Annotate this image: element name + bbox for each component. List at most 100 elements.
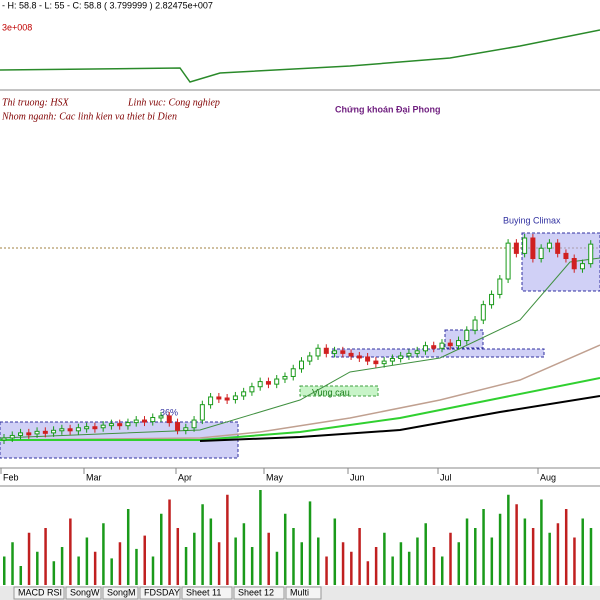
box [299,385,379,397]
tab[interactable] [139,586,181,600]
candle [9,434,15,439]
volume-bar [407,551,411,585]
volume-bar [151,556,155,585]
tab-label[interactable]: MACD RSI [18,587,62,597]
candle [257,381,263,388]
month-label: May [266,472,284,482]
candle [67,428,73,432]
volume-bar [11,542,14,585]
ma-line [0,257,600,439]
volume-bar [217,542,221,585]
tab[interactable] [65,586,102,600]
volume-bar [465,518,469,585]
tab-label[interactable]: FDSDAY [144,587,180,597]
volume-bar [548,532,551,585]
volume-bar [474,528,477,585]
title: Chứng khoán Đại Phong [335,104,441,114]
candle [150,416,156,423]
volume-bar [69,518,72,585]
candle [406,352,412,357]
month-label: Feb [3,472,19,482]
volume-bar [432,547,436,585]
volume-bar [449,532,452,585]
volume-bar [292,528,295,585]
candle [431,345,437,349]
volume-bar [317,537,320,585]
candle [373,360,379,365]
volume-bar [540,499,543,585]
tab[interactable] [181,586,233,600]
volume-bar [333,518,337,585]
volume-bar [515,504,518,585]
volume-bar [308,501,312,585]
candle [299,360,304,370]
volume-bar [374,547,378,585]
tab[interactable] [13,586,65,600]
volume-bar [440,556,444,585]
ma-line [0,377,600,441]
quote: - H: 58.8 - L: 55 - C: 58.8 ( 3.799999 )… [2,0,213,10]
volume-bar [52,561,56,585]
candle [290,368,296,377]
volume-bar [77,556,80,585]
volume-bar [507,494,510,585]
volume-bar [523,518,527,585]
volume-bar [160,513,163,585]
tab-label[interactable]: Sheet 11 [186,587,221,597]
volume-bar [416,537,419,585]
candle [133,419,139,424]
candle [489,293,495,306]
candle [389,358,395,362]
candle [141,419,147,423]
volume-bar [531,528,535,585]
box [444,329,484,349]
volume-bar [176,528,180,585]
ma-line [199,395,600,442]
volume-bar [143,535,146,585]
candle [447,342,453,347]
candle [125,422,131,427]
candle [34,430,40,435]
month-label: Jun [350,472,365,482]
tab-label[interactable]: SongM [107,587,136,597]
candle [439,342,445,349]
tab-label[interactable]: Sheet 12 [238,587,274,597]
volume-bar [424,523,427,585]
tab[interactable] [102,586,139,600]
candle [51,429,57,434]
candle [571,258,577,270]
volume-bar [209,518,213,585]
tab-label[interactable]: Multi [290,587,309,597]
candle [356,355,362,359]
volume-bar [126,509,130,585]
candle [282,375,288,380]
month-label: Apr [178,472,192,482]
candle [464,329,470,342]
tab-label[interactable]: SongW [70,587,100,597]
candle [274,378,280,385]
month-label: Mar [86,472,102,482]
sector: Linh vuc: Cong nghiep [127,97,220,108]
volume-bar [283,513,287,585]
candle [75,427,81,432]
volume-bar [242,523,246,585]
tab[interactable] [233,586,285,600]
candle [456,340,462,347]
volume-bar [581,518,584,585]
volume-bar [391,556,394,585]
volume-bar [564,509,568,585]
tab[interactable] [285,586,322,600]
candle [224,397,230,401]
candle [513,242,519,254]
candle [497,278,503,295]
volume-bar [366,561,370,585]
volume-bar [201,504,204,585]
volume-bar [267,532,270,585]
candle [216,396,222,400]
candle [265,381,271,385]
candle [199,404,205,421]
candle [348,352,354,357]
volume-bar [358,528,361,585]
volume-bar [85,537,89,585]
